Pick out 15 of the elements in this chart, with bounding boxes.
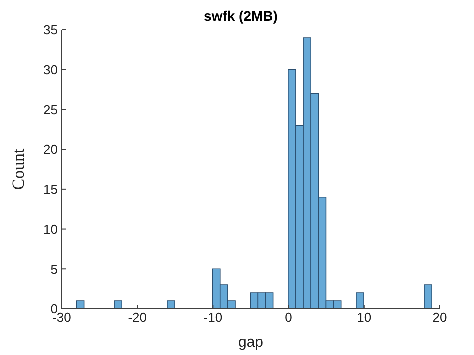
y-axis-title: Count	[9, 148, 28, 190]
y-tick-label: 25	[44, 102, 58, 118]
y-tick-label: 15	[44, 182, 58, 198]
x-tick-label: -10	[204, 310, 223, 326]
x-tick-label: 0	[285, 310, 292, 326]
y-tick-label: 30	[44, 62, 58, 78]
x-tick-label: -20	[128, 310, 147, 326]
y-tick-label: 20	[44, 142, 58, 158]
x-axis-title: gap	[238, 334, 264, 351]
chart-title: swfk (2MB)	[203, 8, 279, 24]
y-tick-label: 10	[44, 222, 58, 237]
x-tick-label: 20	[432, 310, 448, 326]
y-tick-label: 5	[50, 262, 58, 277]
y-tick-label: 35	[44, 22, 58, 38]
x-tick-label: 10	[357, 310, 372, 326]
